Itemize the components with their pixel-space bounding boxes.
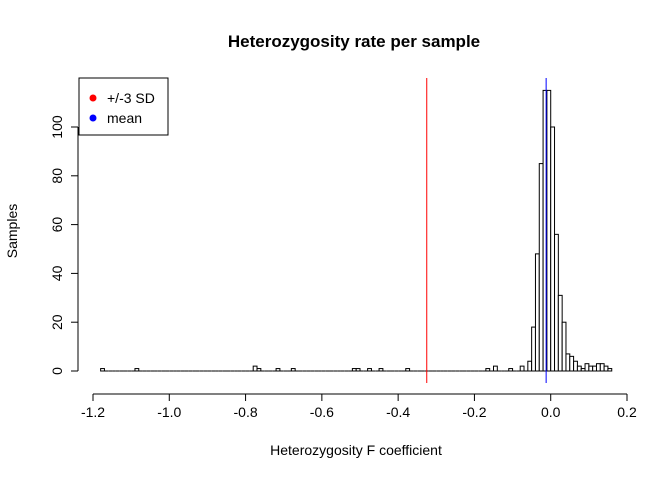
x-tick-label: -1.2 <box>81 404 105 420</box>
x-tick-label: -0.6 <box>310 404 334 420</box>
histogram-bar <box>595 363 601 372</box>
histogram-bar <box>355 368 361 372</box>
legend-marker-mean <box>89 114 97 122</box>
histogram-bar <box>573 360 578 372</box>
y-tick-label: 20 <box>49 314 65 330</box>
legend-label-mean: mean <box>107 110 142 126</box>
y-tick-label: 100 <box>49 115 65 139</box>
legend-box <box>78 77 169 136</box>
histogram-bar <box>100 368 105 372</box>
histogram-bar <box>557 294 563 372</box>
legend: +/-3 SD mean <box>78 77 169 136</box>
histogram-bar <box>351 368 357 372</box>
histogram-bar <box>534 253 540 372</box>
histogram-bar <box>588 365 594 372</box>
histogram-bar <box>519 365 525 372</box>
histogram-bar <box>599 363 605 372</box>
x-tick-label: 0.0 <box>541 404 561 420</box>
histogram-bar <box>252 365 258 372</box>
histogram-bar <box>256 368 262 372</box>
histogram-bar <box>603 365 609 372</box>
histogram-bar <box>576 365 582 372</box>
histogram-bar <box>584 363 590 372</box>
histogram-bar <box>531 326 536 372</box>
reference-lines <box>426 78 547 383</box>
histogram-bar <box>550 126 556 372</box>
histogram-bar <box>607 368 613 372</box>
histogram-bar <box>367 368 372 372</box>
chart-title: Heterozygosity rate per sample <box>228 32 480 51</box>
histogram-bar <box>580 368 586 372</box>
y-axis-label: Samples <box>4 204 20 258</box>
legend-label-sd: +/-3 SD <box>107 90 155 106</box>
histogram-bar <box>554 233 559 372</box>
histogram-bar <box>508 368 514 372</box>
histogram-bar <box>493 365 498 372</box>
y-axis: 0 20 40 60 80 100 <box>49 115 79 375</box>
y-tick-label: 80 <box>49 168 65 184</box>
histogram-bar <box>561 321 567 372</box>
x-tick-label: -0.8 <box>234 404 258 420</box>
y-tick-label: 60 <box>49 217 65 233</box>
x-tick-label: -0.4 <box>386 404 410 420</box>
histogram-bar <box>569 355 575 372</box>
histogram-bar <box>592 365 597 372</box>
legend-marker-sd <box>89 94 97 102</box>
x-axis: -1.2 -1.0 -0.8 -0.6 -0.4 -0.2 0.0 0.2 <box>81 393 637 420</box>
y-tick-label: 0 <box>49 367 65 375</box>
histogram-bar <box>527 360 533 372</box>
histogram-bars <box>100 89 613 372</box>
histogram-bar <box>378 368 384 372</box>
histogram-bar <box>275 368 281 372</box>
x-tick-label: -1.0 <box>157 404 181 420</box>
x-tick-label: 0.2 <box>617 404 637 420</box>
histogram-bar <box>565 353 571 372</box>
histogram-bar <box>538 163 544 372</box>
histogram-bar <box>290 368 296 372</box>
x-tick-label: -0.2 <box>462 404 486 420</box>
histogram-bar <box>546 89 552 372</box>
histogram-bar <box>405 368 411 372</box>
x-axis-label: Heterozygosity F coefficient <box>270 442 442 458</box>
histogram-bar <box>134 368 140 372</box>
y-tick-label: 40 <box>49 265 65 281</box>
histogram-bar <box>485 368 491 372</box>
